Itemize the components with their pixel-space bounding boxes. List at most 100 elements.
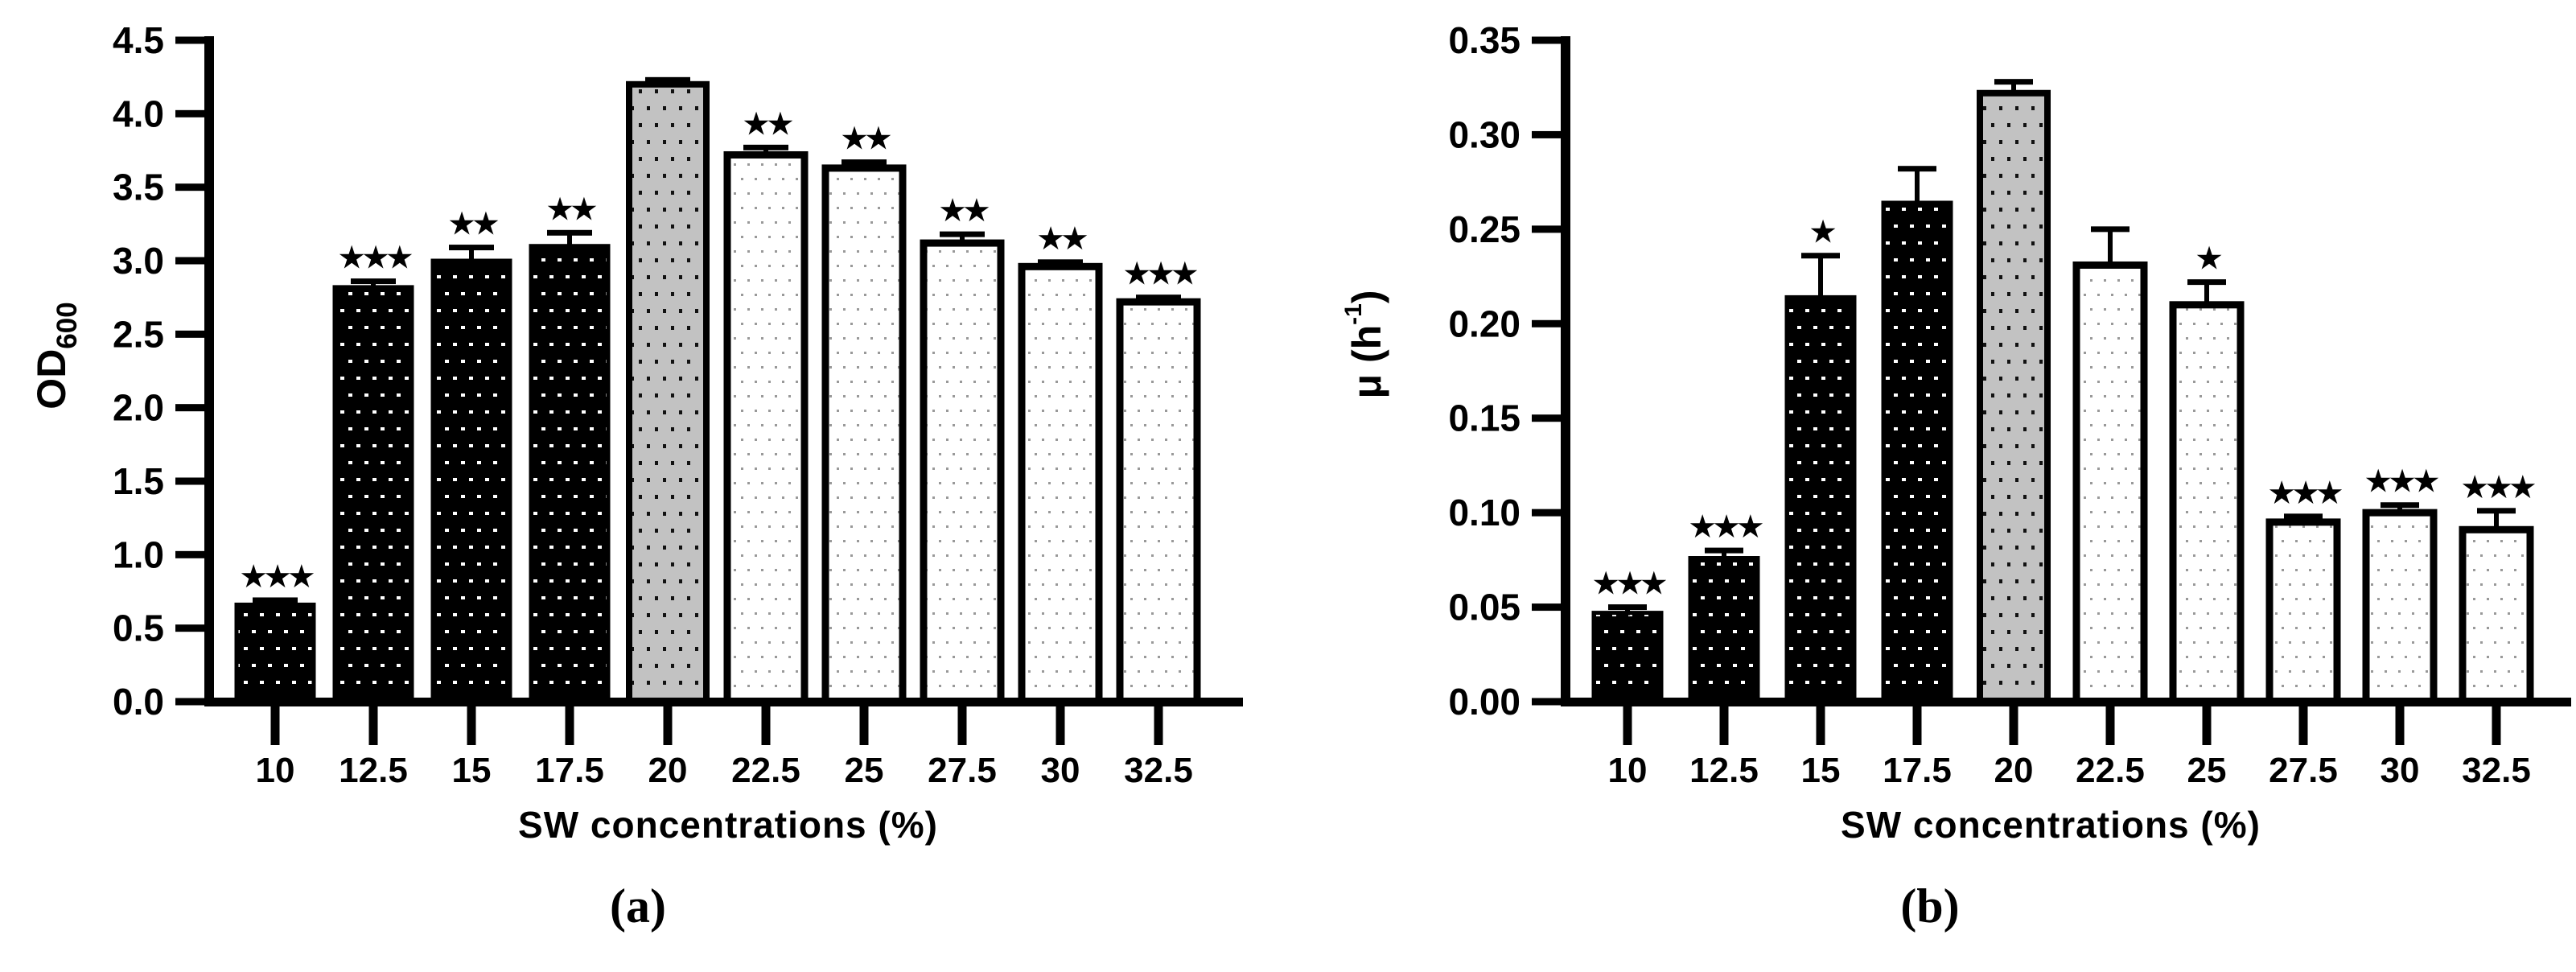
error-bar-stem (665, 80, 670, 87)
bar-group-17.5 (1881, 166, 1953, 704)
y-tick-label: 0.0 (113, 681, 164, 723)
y-tick-label: 0.25 (1448, 208, 1520, 250)
y-tick (175, 183, 204, 192)
y-axis-title-mu: μ (h-1) (1333, 208, 1401, 481)
x-axis-line (1561, 698, 2571, 706)
bar-32.5 (1116, 298, 1201, 706)
x-tick-label: 20 (648, 751, 688, 790)
significance-stars-22.5: ★★ (742, 105, 793, 142)
y-tick (1532, 130, 1561, 138)
axes: 0.00 0.05 0.10 0.15 0.20 0.25 0.30 0.35 10 12.5 15… (1448, 19, 2571, 790)
error-bar-cap (2381, 502, 2419, 509)
bar-20 (626, 80, 710, 706)
error-bar-cap (2187, 279, 2226, 286)
x-tick (2395, 706, 2405, 745)
y-axis-title-od600: OD600 (18, 219, 85, 492)
error-bar-17.5 (1898, 166, 1936, 205)
y-axis-title-close: ) (1344, 290, 1389, 304)
error-bar-stem (469, 247, 474, 263)
y-tick (1532, 319, 1561, 327)
x-tick (1056, 706, 1065, 745)
x-tick (270, 706, 280, 745)
error-bar-stem (763, 147, 768, 158)
significance-stars-12.5: ★★★ (337, 240, 413, 277)
error-bar-cap (1136, 294, 1181, 301)
x-tick-label: 32.5 (2462, 751, 2531, 790)
error-bar-12.5 (351, 278, 396, 290)
x-tick (368, 706, 378, 745)
x-axis-title-a: SW concentrations (%) (518, 804, 938, 846)
error-bar-cap (2284, 513, 2323, 520)
y-tick (1532, 603, 1561, 612)
significance-stars-32.5: ★★★ (2460, 469, 2536, 506)
y-tick-label: 0.00 (1448, 681, 1520, 723)
error-bar-cap (2091, 226, 2130, 233)
bar-10 (1591, 611, 1664, 704)
axes: 0.0 0.5 1.0 1.5 2.0 2.5 3.0 3.5 4.0 4.5 10 12.5 15 17… (113, 19, 1243, 790)
y-tick-label: 3.5 (113, 167, 164, 208)
error-bar-32.5 (1136, 294, 1181, 305)
error-bar-stem (2108, 229, 2113, 268)
y-tick-label: 0.5 (113, 608, 164, 649)
error-bar-25 (842, 159, 887, 171)
error-bar-12.5 (1705, 547, 1743, 561)
error-bar-10 (1608, 604, 1647, 616)
bar-group-10: ★★★ (1591, 566, 1672, 704)
bar-17.5 (1881, 200, 1953, 704)
bar-group-27.5: ★★★ (2265, 475, 2348, 706)
x-tick (1719, 706, 1729, 745)
bar-32.5 (2459, 525, 2534, 706)
bar-group-17.5: ★★ (529, 191, 611, 704)
y-tick (175, 477, 204, 485)
x-tick-label: 10 (256, 751, 295, 790)
bar-17.5 (529, 244, 611, 704)
bar-group-20 (1977, 79, 2051, 705)
error-bar-cap (547, 229, 592, 236)
bar-group-32.5: ★★★ (1116, 256, 1203, 706)
error-bar-22.5 (2091, 226, 2130, 268)
error-bar-cap (449, 245, 494, 251)
x-tick-label: 30 (2381, 751, 2420, 790)
bar-group-32.5: ★★★ (2459, 469, 2541, 706)
bar-12.5 (332, 285, 414, 704)
error-bar-stem (371, 281, 376, 290)
error-bar-25 (2187, 279, 2226, 307)
error-bar-17.5 (547, 229, 592, 249)
x-tick-label: 22.5 (2076, 751, 2145, 790)
error-bar-stem (2011, 81, 2016, 96)
error-bar-stem (2494, 510, 2499, 533)
x-tick (2492, 706, 2501, 745)
x-tick (1154, 706, 1163, 745)
bar-group-12.5: ★★★ (332, 240, 418, 704)
y-tick (175, 404, 204, 412)
x-tick-label: 25 (845, 751, 884, 790)
panel-a: ★★★ ★★★ ★★ ★★ ★★ ★★ ★★ ★★ ★★★ 0.0 0.5 1.0 1.5 2.0 2.5 3… (18, 19, 1243, 933)
y-tick (175, 257, 204, 265)
bar-12.5 (1688, 556, 1760, 704)
x-tick (1912, 706, 1922, 745)
x-tick-label: 12.5 (339, 751, 408, 790)
x-tick (957, 706, 967, 745)
error-bar-stem (2397, 505, 2402, 516)
bar-group-10: ★★★ (234, 558, 319, 704)
panel-label-a: (a) (610, 879, 666, 933)
y-tick-label: 1.5 (113, 460, 164, 502)
error-bar-cap (1801, 253, 1840, 259)
error-bar-stem (1625, 607, 1630, 616)
y-tick-label: 2.5 (113, 313, 164, 355)
error-bar-32.5 (2477, 508, 2516, 533)
significance-stars-30: ★★ (1036, 220, 1088, 257)
x-tick (2105, 706, 2115, 745)
significance-stars-25: ★★ (840, 121, 891, 158)
x-tick-label: 30 (1041, 751, 1080, 790)
x-tick-label: 32.5 (1124, 751, 1193, 790)
x-tick (663, 706, 673, 745)
y-tick-label: 0.35 (1448, 19, 1520, 61)
bar-group-15: ★ (1784, 214, 1857, 704)
bar-group-15: ★★ (430, 206, 512, 704)
significance-stars-27.5: ★★ (938, 192, 990, 229)
y-tick-label: 0.15 (1448, 397, 1520, 439)
panel-b: ★★★ ★★★ ★ ★ ★★★ ★★★ ★★★ 0.00 0.05 0.10 0.15 0.20 0.2… (1288, 0, 2576, 972)
bar-chart-od600: ★★★★★★★★ ★★★★ ★★★★★★★★★0.00.51.01.52.02.53… (113, 19, 1243, 790)
